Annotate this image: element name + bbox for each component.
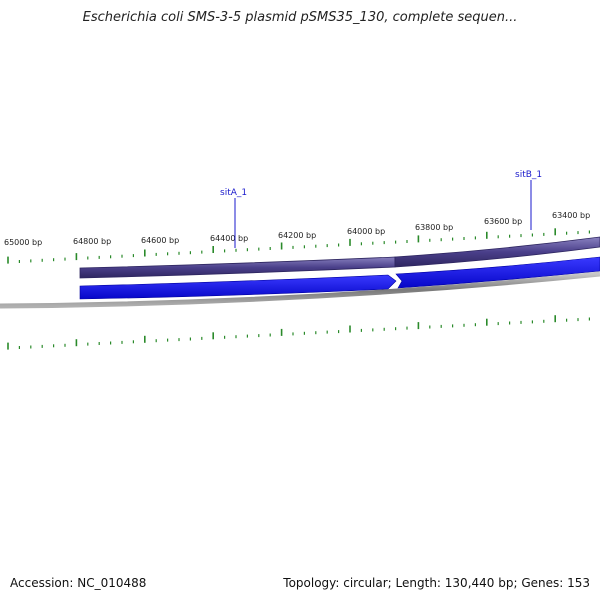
- svg-text:sitB_1: sitB_1: [515, 170, 542, 180]
- outer-tick-marks: [7, 228, 591, 264]
- outer-feature-track-2: [394, 236, 600, 268]
- svg-text:sitA_1: sitA_1: [220, 188, 247, 198]
- gene-feature-sitA[interactable]: [79, 274, 397, 300]
- ruler-label: 64800 bp: [73, 237, 111, 246]
- ruler-label: 65000 bp: [4, 238, 42, 247]
- map-title: Escherichia coli SMS-3-5 plasmid pSMS35_…: [82, 10, 518, 25]
- ruler-label: 63600 bp: [484, 217, 522, 226]
- ruler-label: 64400 bp: [210, 234, 248, 243]
- gene-label-sitA[interactable]: sitA_1: [220, 188, 247, 248]
- outer-feature-track-1: [79, 256, 396, 279]
- ruler-label: 64600 bp: [141, 236, 179, 245]
- ruler-labels: 65000 bp 64800 bp 64600 bp 64400 bp 6420…: [4, 211, 590, 247]
- topology-summary: Topology: circular; Length: 130,440 bp; …: [283, 576, 590, 590]
- plasmid-backbone: [0, 271, 600, 309]
- ruler-label: 63800 bp: [415, 223, 453, 232]
- ruler-label: 64200 bp: [278, 231, 316, 240]
- accession-label: Accession: NC_010488: [10, 576, 147, 590]
- inner-tick-marks: [7, 315, 591, 350]
- ruler-label: 63400 bp: [552, 211, 590, 220]
- ruler-label: 64000 bp: [347, 227, 385, 236]
- gene-label-sitB[interactable]: sitB_1: [515, 170, 542, 230]
